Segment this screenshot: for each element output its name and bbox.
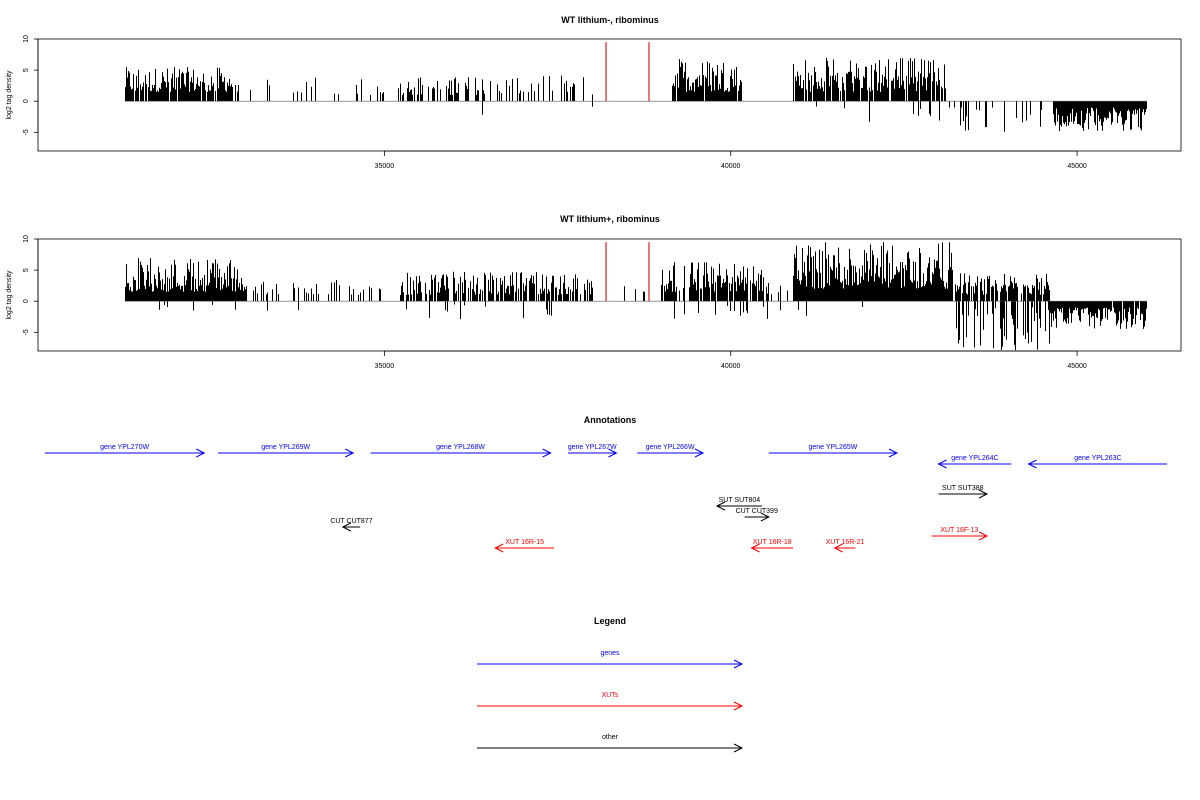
feature-arrow — [341, 522, 361, 532]
feature-arrow — [750, 543, 794, 553]
feature-arrow — [637, 448, 705, 458]
x-tick-label: 45000 — [1067, 163, 1087, 170]
feature-arrow — [938, 489, 989, 499]
feature-arrow — [45, 448, 206, 458]
feature-label: gene YPL266W — [646, 444, 695, 451]
feature-arrow — [937, 459, 1012, 469]
y-tick-label: 10 — [23, 35, 30, 43]
x-tick-label: 35000 — [375, 363, 395, 370]
feature-label: gene YPL264C — [951, 455, 998, 462]
y-tick-label: -5 — [23, 129, 30, 135]
y-axis: -5 0 5 10 — [23, 35, 39, 135]
legend-label: XUTs — [602, 692, 619, 699]
y-tick-label: 0 — [23, 299, 30, 303]
legend-label: other — [602, 734, 619, 741]
annotations-track: Annotations gene YPL270W gene YPL269W gene… — [45, 415, 1168, 553]
legend-title: Legend — [594, 616, 626, 626]
legend-arrow — [477, 701, 744, 711]
feature-arrow — [715, 501, 762, 511]
marker-series — [605, 42, 650, 102]
track-title: WT lithium-, ribominus — [561, 15, 659, 25]
legend-label: genes — [600, 650, 620, 657]
x-tick-label: 40000 — [721, 163, 741, 170]
feature-label: gene YPL265W — [808, 444, 857, 451]
annotations-title: Annotations — [584, 415, 637, 425]
feature-label: gene YPL267W — [568, 444, 617, 451]
feature-label: SUT SUT388 — [942, 485, 984, 492]
feature-arrow — [931, 531, 989, 541]
bar-series — [125, 242, 1147, 351]
marker-series — [605, 242, 650, 302]
y-tick-label: 5 — [23, 268, 30, 272]
legend-arrow — [477, 743, 744, 753]
feature-label: SUT SUT804 — [719, 497, 761, 504]
x-tick-label: 35000 — [375, 163, 395, 170]
feature-arrow — [494, 543, 555, 553]
track-title: WT lithium+, ribominus — [560, 214, 660, 224]
x-tick-label: 45000 — [1067, 363, 1087, 370]
feature-arrow — [218, 448, 355, 458]
feature-arrow — [567, 448, 618, 458]
feature-label: XUT 16R-15 — [505, 539, 544, 546]
legend: Legend genes XUTs other — [477, 616, 744, 753]
legend-arrow — [477, 659, 744, 669]
feature-label: CUT CUT877 — [330, 518, 372, 525]
track-panel-lithium-plus: WT lithium+, ribominus log2 tag density … — [6, 214, 1182, 370]
y-tick-label: 5 — [23, 68, 30, 72]
feature-label: gene YPL263C — [1074, 455, 1121, 462]
feature-label: XUT 16F-13 — [940, 527, 978, 534]
y-axis: -5 0 5 10 — [23, 235, 39, 335]
x-axis: 35000 40000 45000 — [375, 150, 1087, 170]
y-tick-label: 10 — [23, 235, 30, 243]
feature-arrow — [768, 448, 899, 458]
feature-list: gene YPL270W gene YPL269W gene YPL268W gene… — [45, 444, 1168, 553]
feature-arrow — [370, 448, 552, 458]
track-panel-lithium-minus: WT lithium-, ribominus log2 tag density … — [6, 15, 1182, 170]
x-axis: 35000 40000 45000 — [375, 350, 1087, 370]
feature-arrow — [744, 512, 770, 522]
feature-label: gene YPL270W — [100, 444, 149, 451]
legend-items: genes XUTs other — [477, 650, 744, 753]
feature-label: gene YPL269W — [261, 444, 310, 451]
feature-arrow — [833, 543, 856, 553]
feature-label: gene YPL268W — [436, 444, 485, 451]
feature-arrow — [1027, 459, 1168, 469]
y-tick-label: 0 — [23, 99, 30, 103]
feature-label: XUT 16R-18 — [753, 539, 792, 546]
feature-label: XUT 16R-21 — [826, 539, 865, 546]
feature-label: CUT CUT399 — [736, 508, 778, 515]
x-tick-label: 40000 — [721, 363, 741, 370]
y-axis-label: log2 tag density — [6, 270, 13, 320]
y-tick-label: -5 — [23, 329, 30, 335]
bar-series — [125, 57, 1147, 132]
y-axis-label: log2 tag density — [6, 70, 13, 120]
